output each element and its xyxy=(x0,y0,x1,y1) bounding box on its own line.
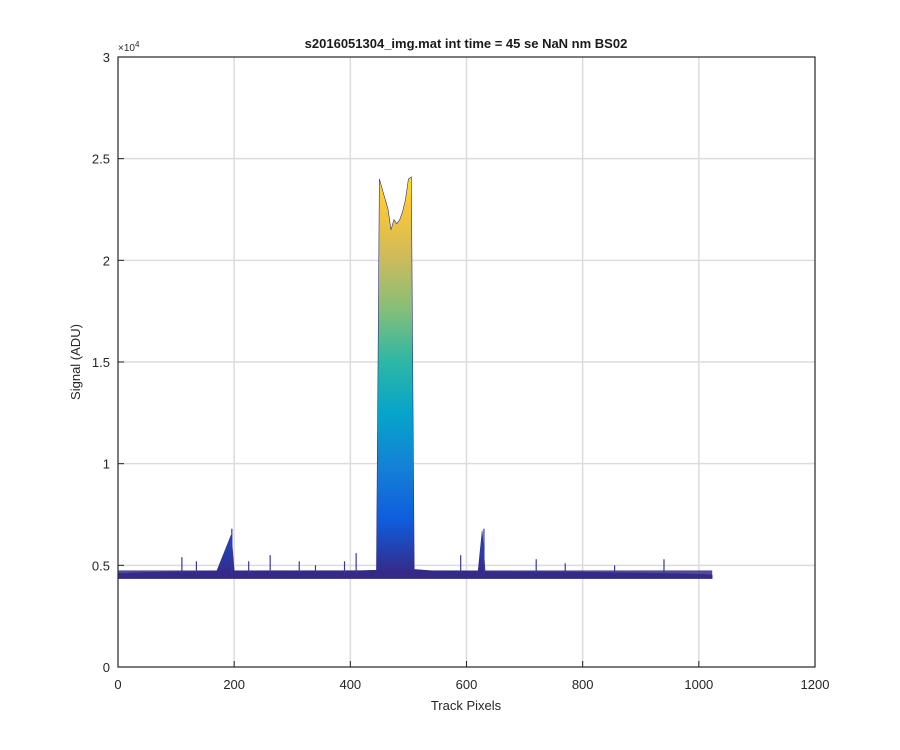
y-tick-label: 1 xyxy=(103,457,110,472)
y-axis-label: Signal (ADU) xyxy=(68,324,83,400)
x-tick-label: 1000 xyxy=(684,677,713,692)
y-tick-label: 0.5 xyxy=(92,558,110,573)
y-tick-label: 2 xyxy=(103,253,110,268)
y-tick-label: 2.5 xyxy=(92,152,110,167)
y-tick-label: 1.5 xyxy=(92,355,110,370)
y-tick-label: 3 xyxy=(103,50,110,65)
baseline-noise-band xyxy=(118,570,713,579)
x-tick-label: 400 xyxy=(339,677,361,692)
x-tick-label: 600 xyxy=(456,677,478,692)
x-tick-label: 800 xyxy=(572,677,594,692)
y-multiplier-base: ×10 xyxy=(118,43,135,54)
x-tick-label: 1200 xyxy=(801,677,830,692)
y-tick-label: 0 xyxy=(103,660,110,675)
y-multiplier-label: ×104 xyxy=(118,40,140,54)
chart-title: s2016051304_img.mat int time = 45 se NaN… xyxy=(305,36,628,51)
grid xyxy=(118,57,815,667)
x-axis-label: Track Pixels xyxy=(431,698,502,713)
x-tick-label: 0 xyxy=(114,677,121,692)
data-layer xyxy=(118,176,713,579)
x-tick-label: 200 xyxy=(223,677,245,692)
y-multiplier-exponent: 4 xyxy=(135,40,140,49)
ticks: 0 200 400 600 800 1000 1200 0 0.5 1 1.5 2 2.5 3 xyxy=(92,50,830,692)
